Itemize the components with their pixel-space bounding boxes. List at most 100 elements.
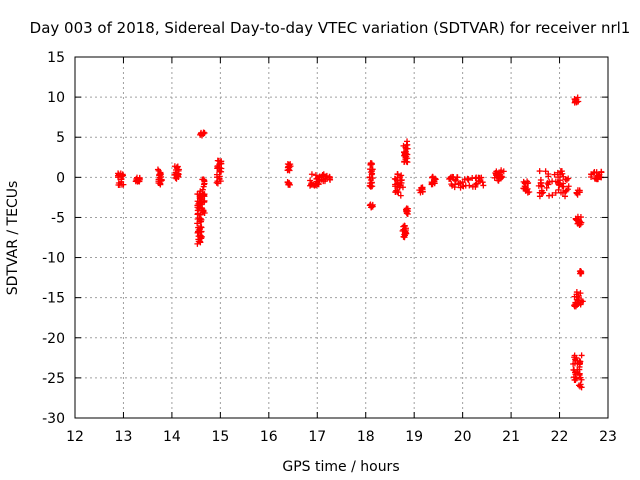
data-point bbox=[197, 215, 204, 222]
data-point bbox=[576, 219, 583, 226]
data-point bbox=[577, 358, 584, 365]
data-point bbox=[565, 175, 572, 182]
data-point bbox=[576, 187, 583, 194]
data-point bbox=[323, 172, 330, 179]
data-point bbox=[134, 174, 141, 181]
data-point bbox=[200, 130, 207, 137]
data-point bbox=[200, 183, 207, 190]
data-point bbox=[367, 160, 374, 167]
grid bbox=[75, 57, 608, 418]
data-point bbox=[392, 183, 399, 190]
data-point bbox=[576, 363, 583, 370]
y-tick-label: 15 bbox=[47, 50, 65, 66]
data-point bbox=[201, 178, 208, 185]
data-point bbox=[397, 192, 404, 199]
x-tick-label: 23 bbox=[599, 429, 617, 445]
data-point bbox=[575, 382, 582, 389]
data-point bbox=[284, 178, 291, 185]
data-point bbox=[449, 182, 456, 189]
data-point bbox=[562, 176, 569, 183]
x-tick-label: 18 bbox=[357, 429, 375, 445]
data-point bbox=[577, 290, 584, 297]
data-point bbox=[307, 177, 314, 184]
data-point bbox=[369, 203, 376, 210]
data-point bbox=[308, 171, 315, 178]
data-point bbox=[571, 302, 578, 309]
data-point bbox=[563, 187, 570, 194]
data-point bbox=[213, 179, 220, 186]
data-point bbox=[525, 179, 532, 186]
data-point bbox=[172, 167, 179, 174]
data-point bbox=[319, 172, 326, 179]
data-point bbox=[549, 192, 556, 199]
x-tick-label: 21 bbox=[502, 429, 520, 445]
data-point bbox=[552, 189, 559, 196]
data-point bbox=[194, 240, 201, 247]
data-point bbox=[429, 173, 436, 180]
data-point bbox=[578, 352, 585, 359]
x-axis-label: GPS time / hours bbox=[282, 459, 399, 475]
data-point bbox=[578, 376, 585, 383]
data-point bbox=[286, 164, 293, 171]
data-point bbox=[194, 210, 201, 217]
x-tick-label: 20 bbox=[454, 429, 472, 445]
data-point bbox=[450, 174, 457, 181]
data-point bbox=[404, 145, 411, 152]
data-point bbox=[195, 224, 202, 231]
data-point bbox=[403, 142, 410, 149]
x-tick-label: 15 bbox=[211, 429, 229, 445]
plot-frame bbox=[74, 56, 609, 419]
data-point bbox=[571, 376, 578, 383]
data-point bbox=[157, 180, 164, 187]
x-tick-label: 13 bbox=[115, 429, 133, 445]
data-point bbox=[366, 174, 373, 181]
data-point bbox=[535, 182, 542, 189]
data-point bbox=[403, 158, 410, 165]
data-point bbox=[392, 189, 399, 196]
data-points bbox=[115, 94, 605, 391]
data-point bbox=[477, 178, 484, 185]
data-point bbox=[174, 163, 181, 170]
data-point bbox=[311, 182, 318, 189]
data-point bbox=[538, 187, 545, 194]
data-point bbox=[543, 184, 550, 191]
y-tick-label: -25 bbox=[42, 371, 65, 387]
x-tick-labels: 12 13 14 15 16 17 18 19 20 21 22 23 bbox=[66, 429, 617, 445]
data-point bbox=[577, 214, 584, 221]
data-point bbox=[521, 185, 528, 192]
data-point bbox=[201, 197, 208, 204]
data-point bbox=[559, 189, 566, 196]
data-point bbox=[575, 300, 582, 307]
data-point bbox=[402, 148, 409, 155]
y-tick-label: 10 bbox=[47, 90, 65, 106]
data-point bbox=[196, 232, 203, 239]
y-tick-label: -15 bbox=[42, 291, 65, 307]
data-point bbox=[367, 176, 374, 183]
x-tick-label: 12 bbox=[66, 429, 84, 445]
data-point bbox=[175, 171, 182, 178]
chart-title: Day 003 of 2018, Sidereal Day-to-day VTE… bbox=[30, 19, 631, 37]
data-point bbox=[495, 174, 502, 181]
data-point bbox=[593, 169, 600, 176]
data-point bbox=[555, 186, 562, 193]
data-point bbox=[576, 268, 583, 275]
y-tick-label: -5 bbox=[51, 210, 65, 226]
data-point bbox=[558, 168, 565, 175]
data-point bbox=[322, 176, 329, 183]
data-point bbox=[401, 222, 408, 229]
data-point bbox=[428, 181, 435, 188]
data-point bbox=[196, 204, 203, 211]
data-point bbox=[465, 177, 472, 184]
data-point bbox=[198, 199, 205, 206]
data-point bbox=[498, 167, 505, 174]
data-point bbox=[394, 171, 401, 178]
data-point bbox=[592, 175, 599, 182]
data-point bbox=[572, 356, 579, 363]
data-point bbox=[536, 168, 543, 175]
y-tick-labels: 15 10 5 0 -5 -10 -15 -20 -25 -30 bbox=[42, 50, 65, 427]
data-point bbox=[115, 182, 122, 189]
data-point bbox=[316, 177, 323, 184]
data-point bbox=[496, 173, 503, 180]
ticks bbox=[74, 56, 609, 419]
data-point bbox=[562, 193, 569, 200]
